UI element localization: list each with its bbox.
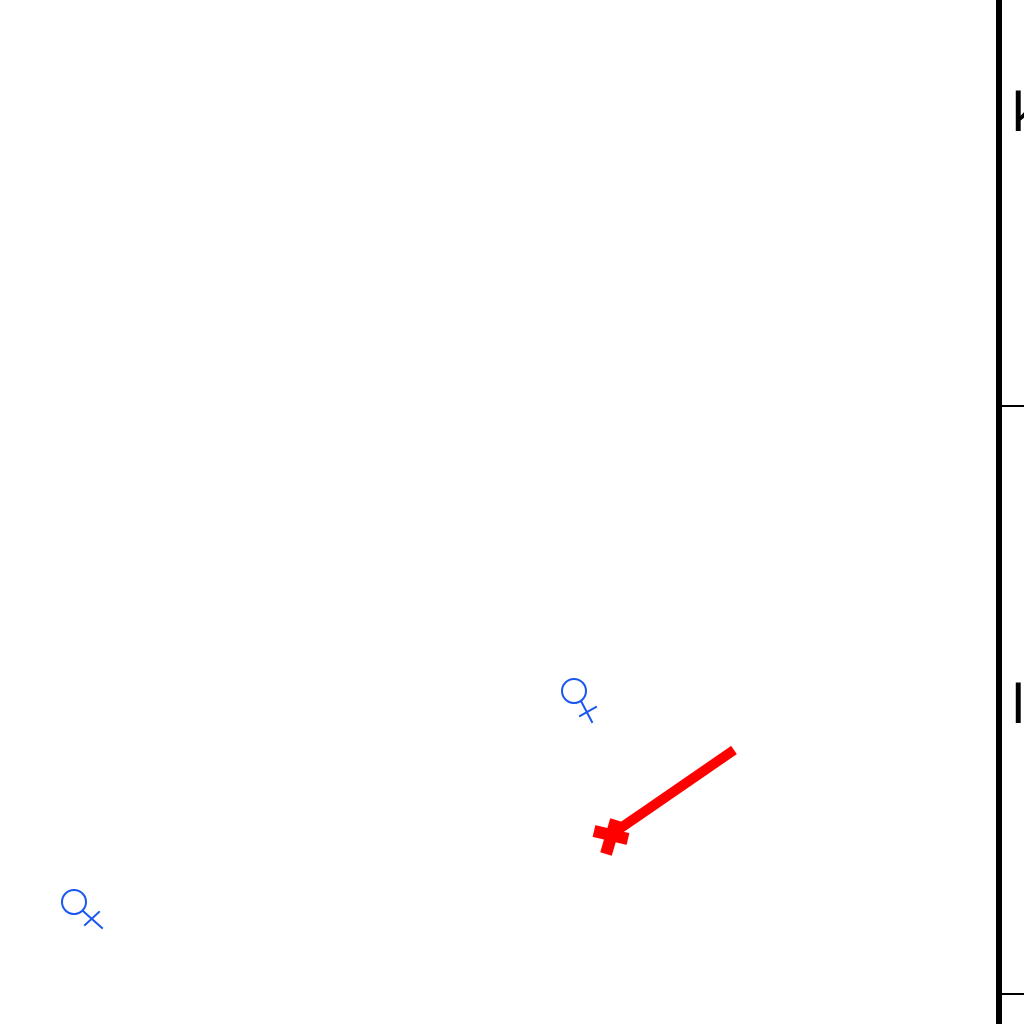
panel-divider xyxy=(1002,405,1024,407)
female-symbol-icon xyxy=(561,678,598,724)
panel-label-top: k xyxy=(1012,84,1024,140)
panel-border xyxy=(996,0,1002,1024)
panel-divider xyxy=(1002,993,1024,995)
panel-label-bottom: l xyxy=(1012,672,1024,735)
female-symbol-icon xyxy=(61,889,104,930)
red-stroke-plus-icon xyxy=(592,745,737,856)
right-side-panel: k l xyxy=(996,0,1024,1024)
